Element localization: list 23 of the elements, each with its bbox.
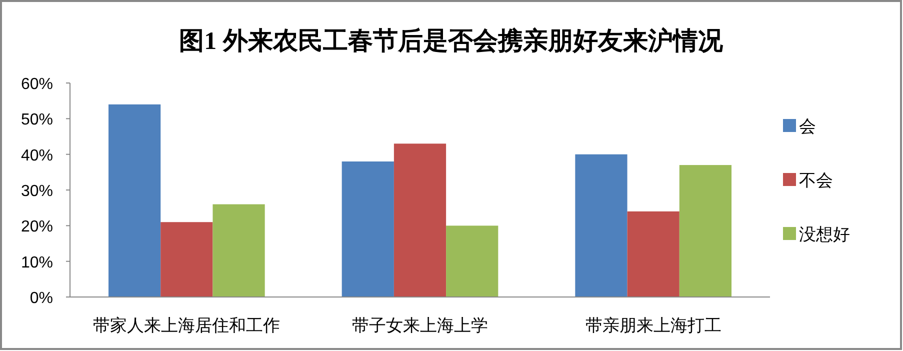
y-tick-label: 20% xyxy=(20,218,53,236)
x-tick-label: 带家人来上海居住和工作 xyxy=(93,316,280,335)
bar xyxy=(575,154,628,297)
bar xyxy=(342,161,394,297)
y-tick-label: 10% xyxy=(20,254,53,272)
bar xyxy=(446,226,498,297)
legend-label: 不会 xyxy=(799,171,833,190)
bar xyxy=(627,211,680,297)
bar xyxy=(679,165,732,297)
bar xyxy=(212,204,265,297)
bar xyxy=(108,104,161,297)
y-tick-label: 0% xyxy=(30,290,53,307)
y-tick-label: 40% xyxy=(20,147,53,164)
chart-title: 图1 外来农民工春节后是否会携亲朋好友来沪情况 xyxy=(179,27,724,55)
x-tick-label: 带子女来上海上学 xyxy=(352,316,488,335)
y-tick-label: 60% xyxy=(20,76,53,93)
x-tick-label: 带亲朋来上海打工 xyxy=(585,316,722,335)
legend-label: 会 xyxy=(799,117,816,136)
y-tick-label: 30% xyxy=(20,183,53,200)
y-tick-label: 50% xyxy=(20,112,53,129)
legend-label: 没想好 xyxy=(799,225,850,244)
bar xyxy=(394,144,446,297)
bar xyxy=(160,222,213,297)
